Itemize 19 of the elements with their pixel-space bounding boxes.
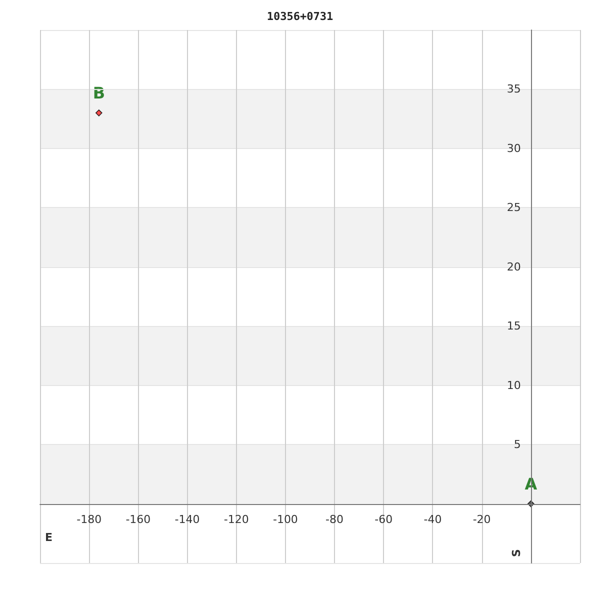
x-axis-title: E	[45, 531, 53, 544]
y-tick-label: 15	[506, 320, 521, 333]
y-tick-label: 25	[506, 201, 521, 214]
x-tick-label: -100	[272, 512, 298, 526]
x-tick-label: -140	[174, 512, 200, 526]
x-tick-label: -40	[424, 512, 442, 526]
x-tick-label: -80	[326, 512, 344, 526]
y-tick-label: 20	[506, 260, 521, 274]
x-tick-label: -120	[224, 512, 249, 526]
y-tick-label: 10	[506, 378, 521, 392]
x-tick-label: -160	[126, 512, 151, 526]
y-tick-label: 35	[506, 82, 521, 96]
y-axis-title: S	[510, 549, 523, 557]
x-tick-label: -20	[472, 512, 491, 526]
x-tick-label: -180	[76, 512, 102, 526]
y-tick-label: 30	[506, 142, 521, 155]
y-tick-label: 5	[514, 438, 521, 452]
x-tick-label: -60	[374, 512, 393, 526]
chart-title: 10356+0731	[266, 10, 334, 23]
